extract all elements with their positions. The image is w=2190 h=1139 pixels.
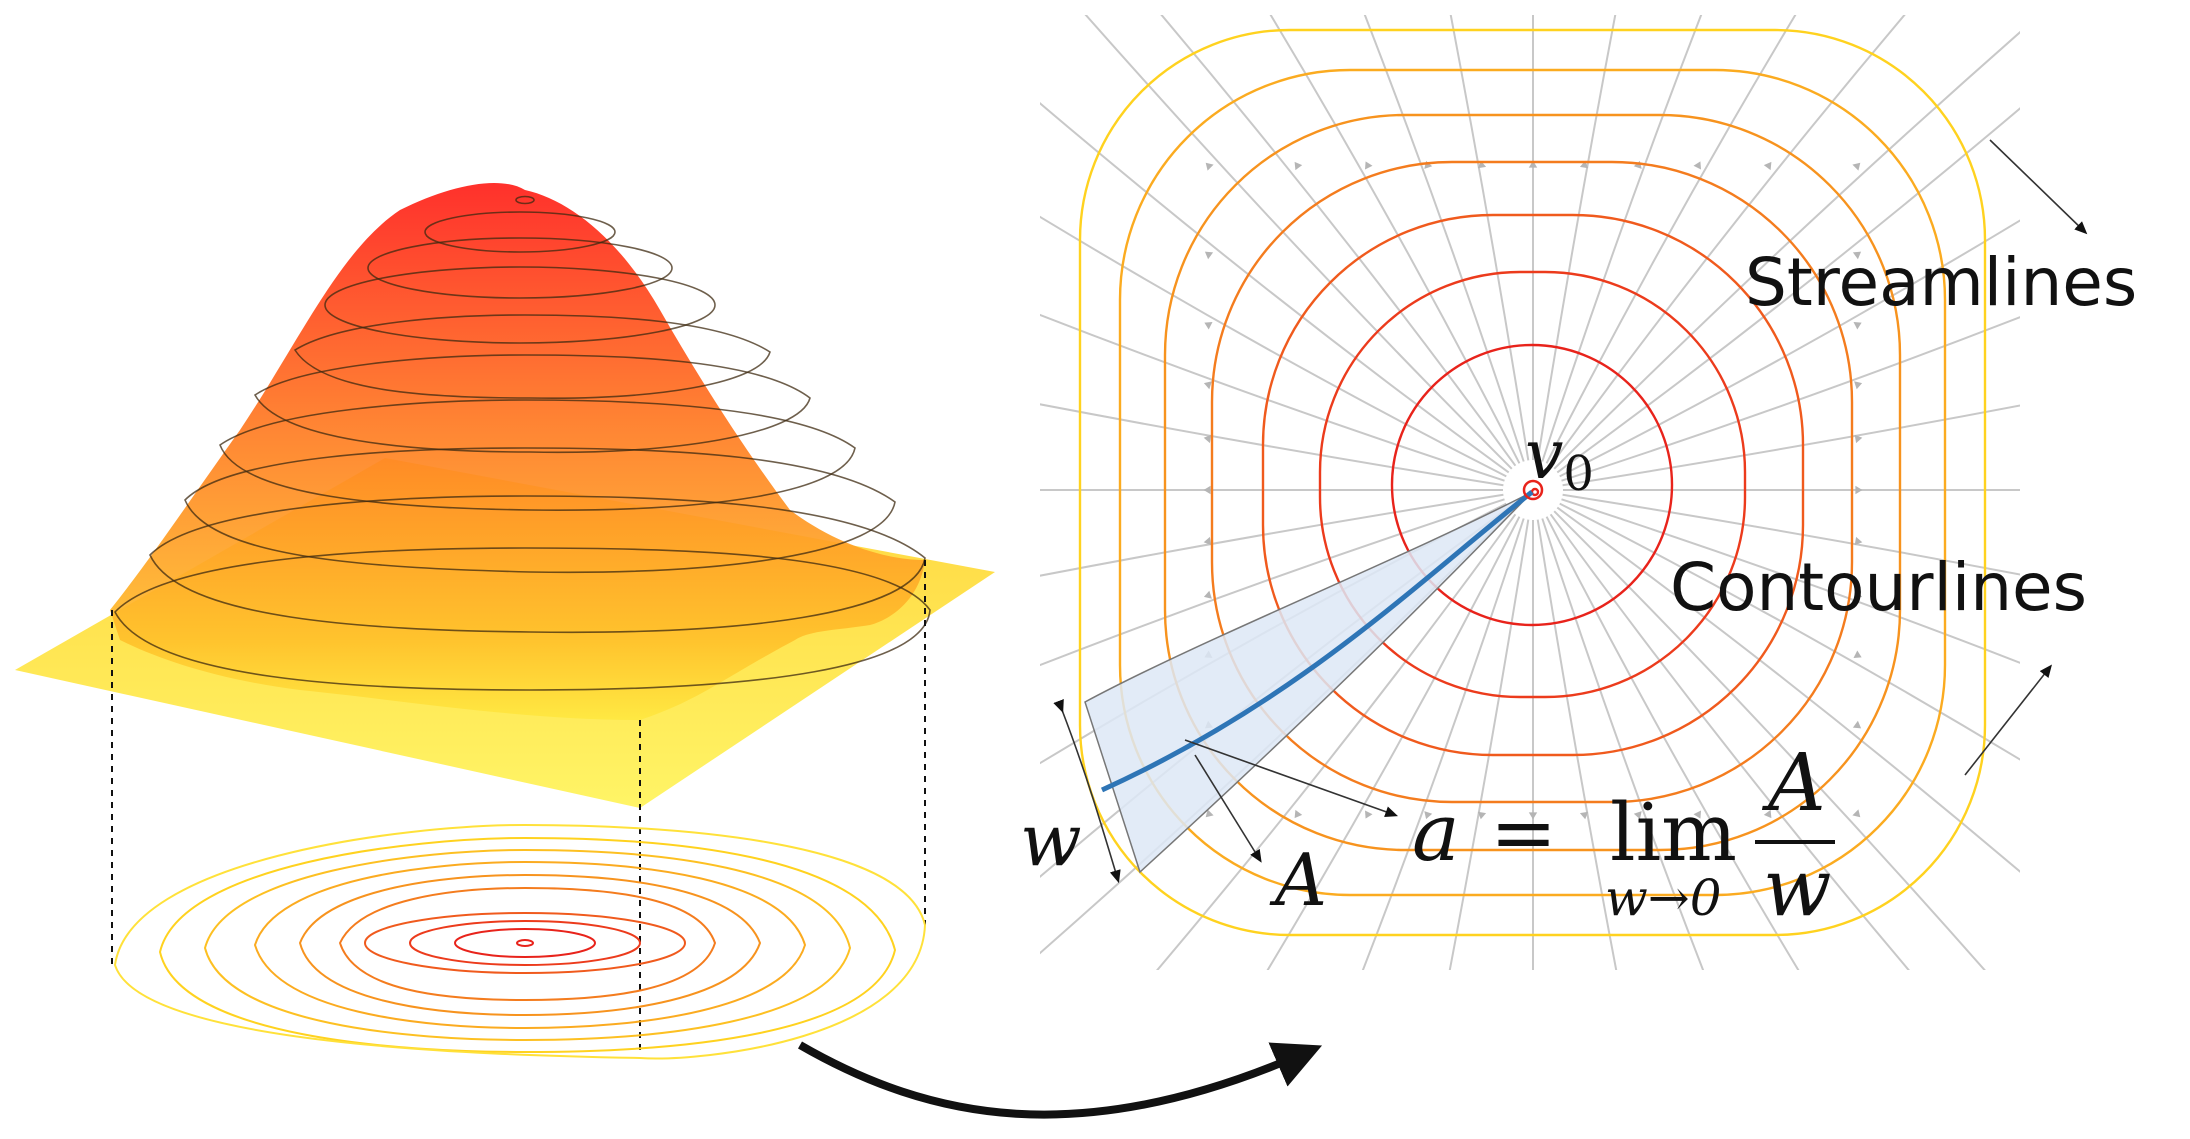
streamline bbox=[1541, 15, 1703, 462]
streamline-arrow-icon bbox=[1633, 811, 1642, 820]
streamline-arrow-icon bbox=[1204, 251, 1214, 260]
streamline bbox=[1545, 516, 1800, 970]
streamline bbox=[1448, 519, 1530, 970]
flat-contour-map bbox=[113, 823, 927, 1060]
streamline bbox=[1559, 502, 2020, 761]
streamline-arrow-icon bbox=[1853, 322, 1862, 330]
streamline-arrow-icon bbox=[1855, 485, 1863, 495]
streamline bbox=[1536, 519, 1618, 970]
streamline-arrow-icon bbox=[1854, 434, 1863, 444]
streamline bbox=[1361, 518, 1525, 970]
streamline bbox=[1084, 15, 1513, 470]
annotation-arrows bbox=[1053, 139, 2088, 884]
arrow-icon bbox=[798, 1041, 1323, 1119]
streamline bbox=[1556, 506, 2020, 873]
formula-denominator: w bbox=[1763, 841, 1831, 934]
area-label: A bbox=[1269, 838, 1327, 922]
streamline bbox=[1040, 403, 1504, 487]
streamline-arrow-icon bbox=[1294, 161, 1303, 171]
streamline-arrow-icon bbox=[1528, 160, 1538, 168]
streamline-arrow-icon bbox=[1203, 590, 1212, 599]
streamline-arrow-icon bbox=[1854, 536, 1863, 546]
streamline-arrow-icon bbox=[1203, 485, 1211, 495]
streamline-arrow-icon bbox=[1365, 161, 1373, 170]
streamline-arrow-icon bbox=[1205, 162, 1214, 171]
streamline-arrow-icon bbox=[1528, 812, 1538, 820]
streamline-arrow-icon bbox=[1203, 536, 1212, 546]
streamline-arrow-icon bbox=[1852, 809, 1861, 818]
streamline-arrow-icon bbox=[1693, 161, 1701, 170]
streamline bbox=[1449, 15, 1530, 461]
source-point bbox=[1522, 479, 1544, 501]
streamline-field bbox=[1040, 15, 2020, 970]
formula-lim-sub: w→0 bbox=[1605, 869, 1722, 927]
width-label: w bbox=[1020, 798, 1082, 882]
formula: a = lim w→0 A w bbox=[1412, 736, 1835, 934]
streamline-arrow-icon bbox=[1852, 251, 1862, 260]
streamline-arrow-icon bbox=[1365, 810, 1373, 819]
streamline-arrow-icon bbox=[1763, 809, 1772, 819]
streamline-arrow-icon bbox=[1854, 381, 1863, 390]
streamline bbox=[1556, 107, 2020, 474]
streamline bbox=[1040, 102, 1510, 474]
streamline bbox=[1559, 219, 2020, 478]
streamline bbox=[1562, 493, 2020, 576]
streamline bbox=[1536, 15, 1617, 461]
streamline bbox=[1040, 215, 1507, 478]
streamline-arrow-icon bbox=[1205, 809, 1214, 818]
highlight-streamline bbox=[1100, 490, 1534, 793]
streamline bbox=[1561, 498, 2020, 664]
streamline-arrow-icon bbox=[1852, 720, 1862, 729]
streamline bbox=[1541, 518, 1705, 970]
streamline bbox=[1553, 510, 1986, 970]
streamline bbox=[1545, 15, 1797, 464]
streamline-arrow-icon bbox=[1203, 434, 1212, 444]
streamline bbox=[1562, 404, 2020, 487]
contour-rings bbox=[1078, 28, 1987, 937]
formula-numerator: A bbox=[1761, 736, 1826, 829]
source-label: v0 bbox=[1525, 416, 1594, 502]
streamlines-label: Streamlines bbox=[1745, 244, 2137, 321]
streamline bbox=[1040, 313, 1505, 482]
streamline bbox=[1549, 513, 1910, 970]
streamline bbox=[1269, 15, 1521, 464]
streamline-arrow-icon bbox=[1204, 322, 1213, 330]
formula-equals: = bbox=[1490, 786, 1557, 879]
streamline bbox=[1040, 498, 1505, 667]
streamline bbox=[1561, 316, 2020, 482]
streamline-arrow-icon bbox=[1693, 810, 1701, 819]
streamline-arrow-icon bbox=[1294, 809, 1303, 819]
streamline-arrow-icon bbox=[1579, 811, 1589, 820]
formula-lhs: a bbox=[1412, 786, 1460, 879]
contourlines-label: Contourlines bbox=[1670, 549, 2087, 626]
surface-contours bbox=[114, 195, 931, 691]
streamline bbox=[1156, 513, 1517, 970]
streamline bbox=[1266, 516, 1521, 970]
projection-lines bbox=[111, 560, 926, 1055]
streamline-arrow-icon bbox=[1424, 811, 1433, 820]
streamline bbox=[1553, 30, 2020, 470]
formula-lim: lim bbox=[1610, 786, 1737, 879]
streamline-arrow-icon bbox=[1852, 162, 1861, 171]
streamline bbox=[1363, 15, 1525, 462]
streamline-arrow-icon bbox=[1853, 650, 1862, 658]
surface-plot bbox=[15, 182, 995, 1055]
streamline-arrow-icon bbox=[1477, 811, 1487, 820]
streamline bbox=[1040, 493, 1504, 577]
streamline-arrow-icon bbox=[1203, 381, 1212, 390]
streamline-arrow-icon bbox=[1763, 161, 1772, 171]
streamline-arrow-icon bbox=[1854, 590, 1863, 599]
streamline-arrow-icon bbox=[1477, 160, 1487, 169]
streamline-arrow-icon bbox=[1579, 160, 1589, 169]
